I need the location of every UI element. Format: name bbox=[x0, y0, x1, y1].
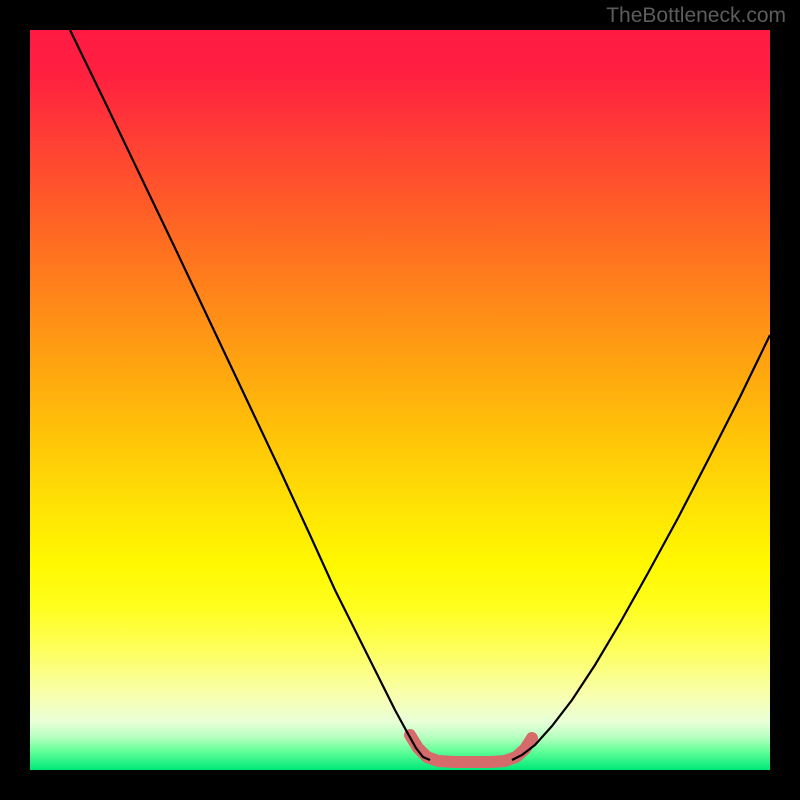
bottleneck-chart bbox=[0, 0, 800, 800]
chart-container: TheBottleneck.com bbox=[0, 0, 800, 800]
plot-gradient-background bbox=[30, 30, 770, 770]
watermark-text: TheBottleneck.com bbox=[606, 4, 786, 28]
